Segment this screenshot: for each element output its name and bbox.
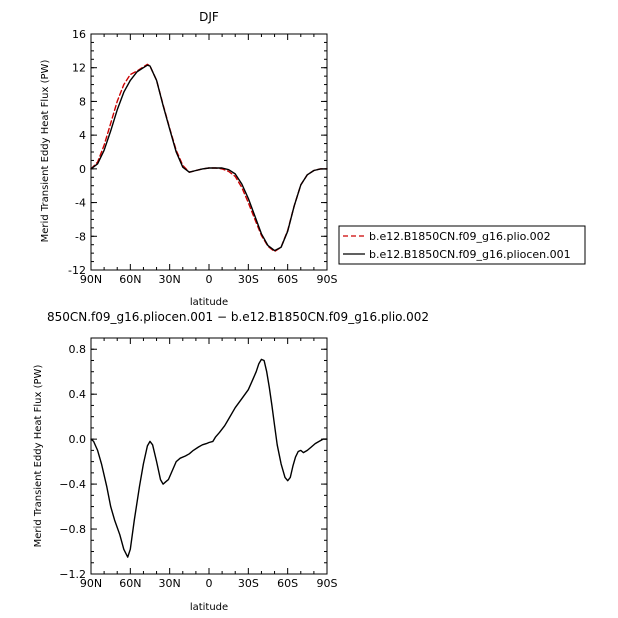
bottom-chart-frame (90, 337, 328, 575)
y-tick-label: 0.8 (69, 343, 87, 356)
top-chart-title: DJF (199, 10, 219, 24)
legend-label-pliocen: b.e12.B1850CN.f09_g16.pliocen.001 (369, 248, 571, 261)
y-tick-label: 0.0 (69, 433, 87, 446)
top-chart-series (90, 63, 328, 253)
y-tick-label: -4 (75, 197, 86, 210)
bottom-chart-series (90, 358, 328, 558)
legend: b.e12.B1850CN.f09_g16.plio.002 b.e12.B18… (338, 225, 586, 265)
legend-box (338, 225, 586, 265)
x-tick-label: 30N (159, 273, 181, 286)
x-tick-label: 60N (119, 577, 141, 590)
bottom-chart-title: 850CN.f09_g16.pliocen.001 − b.e12.B1850C… (47, 310, 429, 324)
y-tick-label: −1.2 (59, 568, 86, 581)
x-tick-label: 90S (317, 577, 338, 590)
y-tick-label: 4 (79, 129, 86, 142)
x-tick-label: 60N (119, 273, 141, 286)
top-chart-ticks: 90N 60N 30N 0 30S 60S 90S -12 -8 -4 0 4 8 12 16 (68, 28, 337, 286)
top-chart-frame (90, 33, 328, 271)
bottom-chart-ticks: 90N 60N 30N 0 30S 60S 90S −1.2 −0.8 −0.4 0.0 0.4 0.8 (59, 337, 338, 590)
x-tick-label: 0 (206, 577, 213, 590)
bottom-chart-y-axis-label: Merid Transient Eddy Heat Flux (PW) (33, 365, 44, 548)
bottom-chart-x-axis-label: latitude (190, 602, 228, 613)
top-chart-x-axis-label: latitude (190, 297, 228, 308)
x-tick-label: 30N (159, 577, 181, 590)
y-tick-label: -8 (75, 230, 86, 243)
x-tick-label: 90N (80, 577, 102, 590)
series-line-0-1 (90, 64, 328, 252)
y-tick-label: 8 (79, 95, 86, 108)
series-line-1-0 (90, 358, 328, 558)
x-tick-label: 30S (238, 273, 259, 286)
series-line-0-0 (90, 63, 328, 253)
y-tick-label: 16 (72, 28, 86, 41)
y-tick-label: 12 (72, 62, 86, 75)
legend-label-plio: b.e12.B1850CN.f09_g16.plio.002 (369, 230, 551, 243)
y-tick-label: −0.4 (59, 478, 86, 491)
x-tick-label: 90S (317, 273, 338, 286)
x-tick-label: 60S (277, 577, 298, 590)
x-tick-label: 0 (206, 273, 213, 286)
bottom-chart-panel: 850CN.f09_g16.pliocen.001 − b.e12.B1850C… (33, 310, 429, 613)
x-tick-label: 30S (238, 577, 259, 590)
y-tick-label: −0.8 (59, 523, 86, 536)
x-tick-label: 90N (80, 273, 102, 286)
top-chart-panel: DJF Merid Transient Eddy Heat Flux (PW) … (40, 10, 338, 308)
y-tick-label: 0 (79, 163, 86, 176)
y-tick-label: 0.4 (69, 388, 87, 401)
y-tick-label: -12 (68, 264, 86, 277)
x-tick-label: 60S (277, 273, 298, 286)
top-chart-y-axis-label: Merid Transient Eddy Heat Flux (PW) (40, 60, 51, 243)
